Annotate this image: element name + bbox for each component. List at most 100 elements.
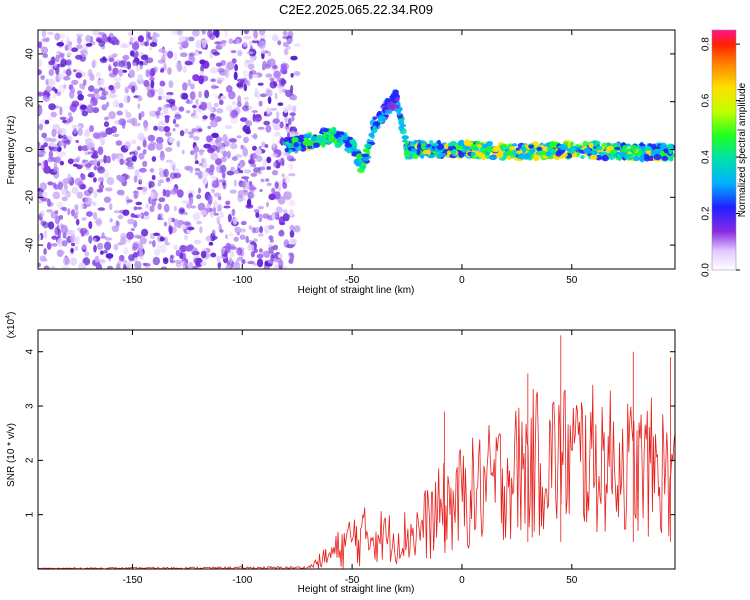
noise-speckle: [149, 168, 155, 173]
noise-speckle: [75, 218, 80, 226]
noise-speckle: [108, 84, 115, 91]
noise-speckle: [160, 69, 164, 73]
noise-speckle: [266, 166, 272, 171]
noise-speckle: [118, 177, 126, 183]
noise-speckle: [225, 105, 233, 112]
noise-speckle: [142, 262, 147, 266]
noise-speckle: [267, 58, 276, 67]
noise-speckle: [288, 173, 296, 177]
noise-speckle: [177, 219, 184, 225]
noise-speckle: [257, 205, 264, 210]
noise-speckle: [75, 210, 79, 217]
noise-speckle: [237, 95, 242, 104]
signal-blob: [635, 145, 642, 150]
noise-speckle: [220, 95, 227, 100]
noise-speckle: [76, 44, 83, 49]
noise-speckle: [168, 225, 173, 235]
noise-speckle: [256, 253, 264, 259]
noise-speckle: [139, 237, 147, 245]
noise-speckle: [143, 125, 148, 132]
noise-speckle: [70, 233, 76, 243]
noise-speckle: [240, 228, 246, 233]
noise-speckle: [228, 257, 233, 264]
noise-speckle: [199, 226, 203, 234]
noise-speckle: [212, 51, 220, 56]
noise-speckle: [167, 67, 172, 75]
noise-speckle: [38, 58, 43, 68]
signal-blob: [614, 142, 621, 147]
noise-speckle: [229, 109, 237, 119]
noise-speckle: [262, 213, 270, 219]
noise-speckle: [123, 246, 129, 255]
noise-speckle: [224, 30, 228, 38]
noise-speckle: [240, 117, 248, 122]
noise-speckle: [57, 229, 62, 238]
signal-blob: [344, 143, 353, 148]
noise-speckle: [201, 158, 205, 164]
noise-speckle: [165, 159, 173, 163]
noise-speckle: [116, 110, 123, 116]
noise-speckle: [38, 233, 42, 241]
noise-speckle: [283, 107, 289, 114]
signal-blob: [426, 149, 431, 156]
signal-blob: [517, 153, 525, 160]
noise-speckle: [74, 204, 79, 211]
snr-y-multiplier: (x104): [5, 312, 17, 339]
noise-speckle: [255, 155, 263, 162]
noise-speckle: [159, 80, 166, 87]
noise-speckle: [201, 247, 208, 252]
signal-blob: [302, 140, 310, 146]
signal-blob: [658, 144, 664, 151]
noise-speckle: [177, 41, 184, 45]
noise-speckle: [53, 62, 58, 68]
noise-speckle: [130, 153, 134, 157]
noise-speckle: [148, 181, 155, 188]
snr-x-tick-label: -50: [345, 575, 360, 586]
noise-speckle: [216, 256, 221, 264]
noise-speckle: [157, 87, 164, 97]
noise-speckle: [290, 84, 294, 94]
noise-speckle: [62, 119, 68, 124]
signal-blob: [488, 155, 497, 160]
signal-blob: [496, 151, 504, 159]
noise-speckle: [288, 200, 296, 207]
signal-blob: [364, 143, 372, 149]
snr-panel: -150 -100 -50 0 50 1 2 3 4 Height of straight li…: [5, 312, 676, 595]
noise-speckle: [211, 229, 216, 237]
noise-speckle: [88, 221, 93, 230]
noise-speckle: [172, 127, 176, 132]
signal-blob: [321, 142, 327, 146]
noise-speckle: [192, 74, 200, 82]
noise-speckle: [122, 209, 130, 216]
noise-speckle: [113, 61, 118, 67]
noise-speckle: [42, 197, 50, 202]
noise-speckle: [59, 32, 66, 40]
noise-speckle: [172, 164, 176, 172]
noise-speckle: [110, 126, 117, 134]
noise-speckle: [193, 265, 197, 269]
noise-speckle: [118, 118, 127, 126]
noise-speckle: [269, 77, 275, 82]
noise-speckle: [44, 159, 49, 168]
signal-blob: [486, 146, 493, 153]
noise-speckle: [230, 50, 237, 54]
noise-speckle: [119, 158, 125, 165]
noise-speckle: [76, 33, 84, 37]
noise-speckle: [212, 30, 220, 36]
noise-speckle: [89, 125, 94, 133]
noise-speckle: [79, 83, 84, 89]
noise-speckle: [69, 230, 76, 235]
noise-speckle: [108, 111, 116, 120]
noise-speckle: [264, 260, 269, 267]
noise-speckle: [62, 76, 71, 81]
noise-speckle: [243, 83, 248, 92]
noise-speckle: [208, 200, 213, 205]
noise-speckle: [67, 44, 73, 52]
signal-blob: [390, 92, 396, 99]
noise-speckle: [43, 165, 51, 174]
noise-speckle: [173, 205, 177, 212]
noise-speckle: [252, 145, 257, 151]
noise-speckle: [245, 136, 249, 143]
signal-blob: [540, 150, 548, 156]
noise-speckle: [131, 42, 140, 51]
